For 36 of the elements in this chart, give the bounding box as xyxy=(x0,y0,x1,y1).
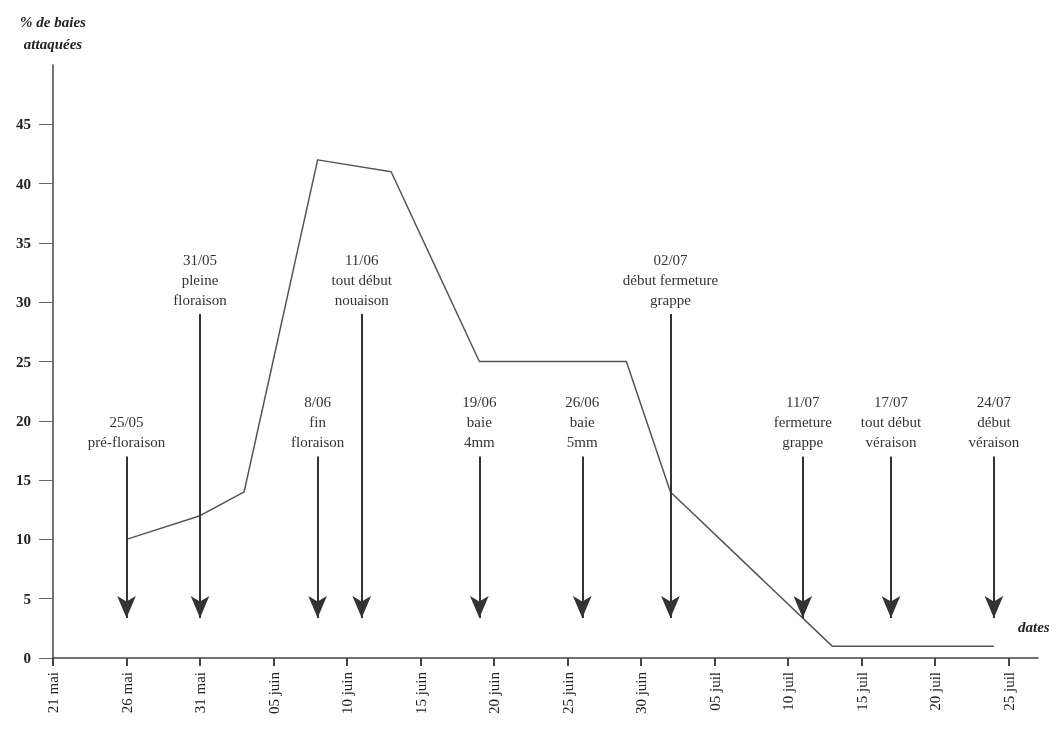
x-axis-title: dates xyxy=(1018,618,1050,635)
x-tick-label: 15 juil xyxy=(853,672,870,711)
y-axis-title: % de baies attaquées xyxy=(20,14,87,52)
ref-line-label: 25/05 pré-floraison xyxy=(87,414,166,451)
y-tick-label: 5 xyxy=(23,590,31,607)
ref-line-label: 02/07 début fermeture grappe xyxy=(622,252,719,309)
x-tick-label: 10 juin xyxy=(339,671,356,715)
x-tick-label: 21 mai xyxy=(45,672,61,714)
y-tick-label: 30 xyxy=(16,294,31,311)
ref-line-label: 8/06 fin floraison xyxy=(290,394,345,451)
x-tick-label: 25 juil xyxy=(1000,672,1017,711)
x-tick-label: 05 juin xyxy=(265,671,282,715)
x-tick-label: 10 juil xyxy=(780,672,797,711)
x-tick-label: 26 mai xyxy=(118,672,135,714)
x-tick-label: 25 juin xyxy=(559,671,576,715)
y-tick-label: 45 xyxy=(16,116,31,133)
y-tick-label: 20 xyxy=(16,412,31,429)
ref-line-label: 17/07 tout début véraison xyxy=(860,394,923,451)
y-tick-label: 10 xyxy=(16,531,31,548)
y-tick-label: 35 xyxy=(16,234,31,251)
ref-line-label: 11/06 tout début nouaison xyxy=(331,252,393,309)
x-tick-label: 20 juin xyxy=(486,671,503,715)
x-tick-label: 05 juil xyxy=(706,672,723,711)
ref-line-label: 26/06 baie 5mm xyxy=(565,394,600,451)
x-tick-label: 31 mai xyxy=(192,672,209,714)
ref-line-label: 11/07 fermeture grappe xyxy=(773,394,833,451)
ref-line-label: 19/06 baie 4mm xyxy=(462,394,497,451)
y-tick-label: 0 xyxy=(23,650,31,666)
x-tick-label: 15 juin xyxy=(412,671,429,715)
y-tick-label: 25 xyxy=(16,353,31,370)
y-tick-label: 15 xyxy=(16,472,31,489)
x-tick-label: 20 juil xyxy=(927,672,944,711)
y-tick-label: 40 xyxy=(16,175,31,192)
ref-line-label: 31/05 pleine floraison xyxy=(173,252,228,309)
ref-line-label: 24/07 début véraison xyxy=(968,394,1020,451)
x-tick-label: 30 juin xyxy=(633,671,650,715)
